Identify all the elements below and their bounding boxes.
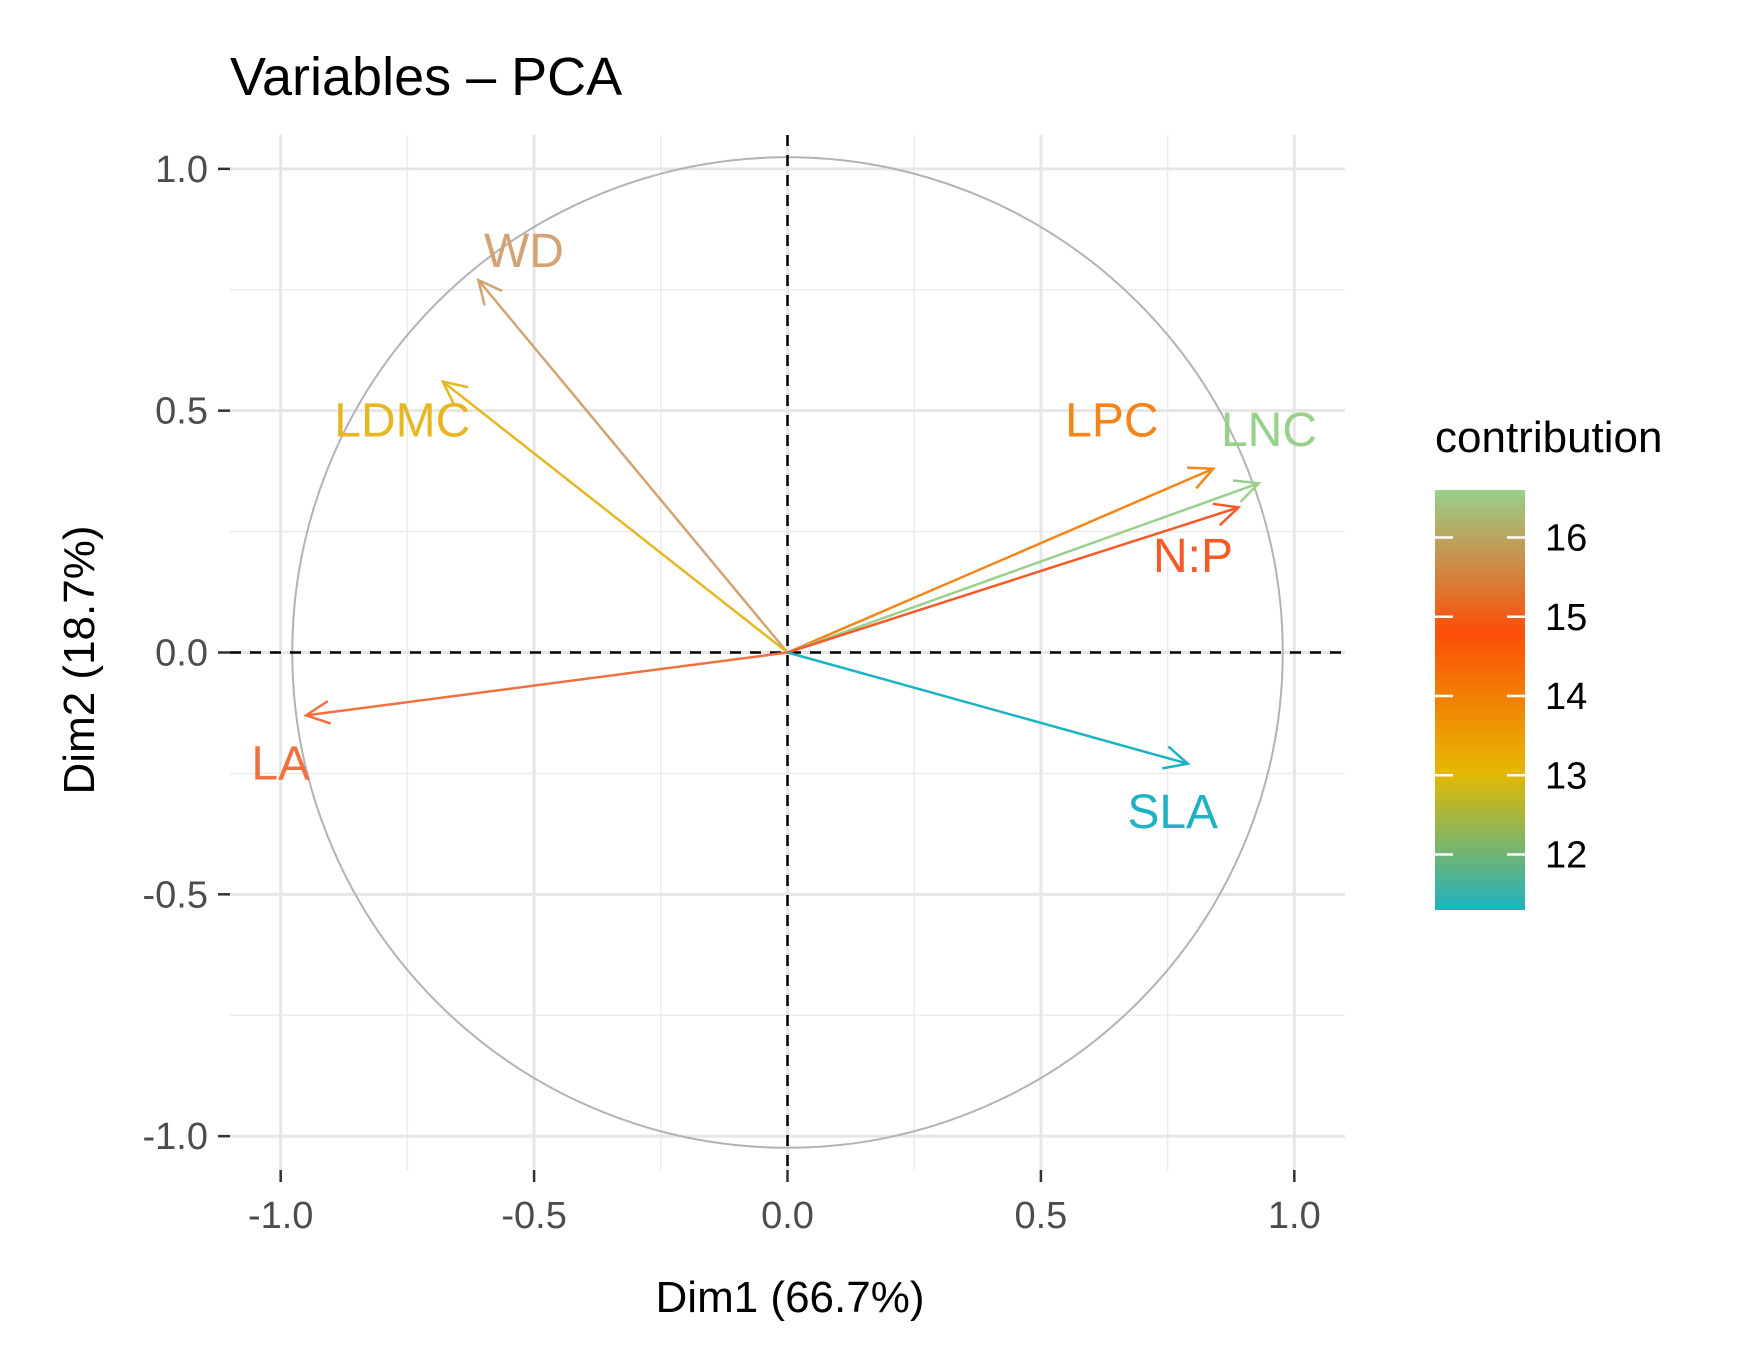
variable-label: LNC — [1221, 404, 1317, 457]
y-tick-label: -1.0 — [143, 1116, 208, 1158]
variable-la: LA — [251, 651, 788, 791]
y-tick-label: 0.5 — [155, 391, 208, 433]
arrow-shaft — [305, 651, 788, 717]
variable-lpc: LPC — [787, 394, 1216, 654]
arrow-head — [303, 700, 332, 725]
legend-title: contribution — [1435, 413, 1662, 462]
panel: WD LDMC LPC LNC N:P LA SLA — [230, 135, 1345, 1170]
legend-ticks: 12 13 14 15 16 — [1435, 518, 1587, 877]
legend-tick-label: 15 — [1545, 597, 1587, 639]
x-tick-label: 0.5 — [1014, 1195, 1067, 1237]
arrow-head — [1232, 479, 1262, 503]
chart-title: Variables – PCA — [230, 47, 622, 107]
x-axis-title: Dim1 (66.7%) — [656, 1273, 925, 1322]
arrow-head — [1212, 502, 1242, 527]
variable-wd: WD — [476, 225, 789, 654]
x-tick-label: -0.5 — [501, 1195, 566, 1237]
arrow-shaft — [442, 380, 789, 654]
legend-tick-label: 13 — [1545, 755, 1587, 797]
arrow-shaft — [787, 467, 1214, 654]
y-tick-label: 0.0 — [155, 633, 208, 675]
x-tick-label: 1.0 — [1268, 1195, 1321, 1237]
arrow-head — [476, 277, 503, 306]
x-axis: -1.0 -0.5 0.0 0.5 1.0 — [248, 1170, 1321, 1237]
arrow-head — [1162, 745, 1191, 770]
legend-tick-label: 12 — [1545, 835, 1587, 877]
variable-label: LA — [251, 738, 310, 791]
variable-label: LPC — [1065, 394, 1158, 447]
legend-colorbar — [1435, 490, 1525, 910]
variable-label: SLA — [1127, 786, 1218, 839]
variable-arrows: WD LDMC LPC LNC N:P LA SLA — [251, 225, 1317, 839]
variable-n-p: N:P — [787, 502, 1242, 654]
arrow-shaft — [477, 279, 789, 654]
arrow-shaft — [787, 651, 1189, 765]
legend-tick-label: 14 — [1545, 676, 1587, 718]
y-axis-title: Dim2 (18.7%) — [55, 526, 104, 795]
variable-ldmc: LDMC — [334, 379, 789, 654]
variable-label: N:P — [1153, 530, 1233, 583]
x-tick-label: 0.0 — [761, 1195, 814, 1237]
arrow-shaft — [787, 506, 1239, 654]
legend-tick-label: 16 — [1545, 518, 1587, 560]
variable-lnc: LNC — [787, 404, 1317, 654]
arrow-shaft — [787, 482, 1260, 654]
legend: contribution 12 13 14 15 16 — [1435, 413, 1662, 910]
variable-sla: SLA — [787, 651, 1218, 839]
arrow-head — [440, 379, 469, 406]
y-axis: -1.0 -0.5 0.0 0.5 1.0 — [143, 149, 230, 1158]
arrow-head — [1187, 466, 1216, 490]
variable-label: WD — [484, 225, 564, 278]
variable-label: LDMC — [334, 394, 470, 447]
y-tick-label: -0.5 — [143, 874, 208, 916]
y-tick-label: 1.0 — [155, 149, 208, 191]
x-tick-label: -1.0 — [248, 1195, 313, 1237]
